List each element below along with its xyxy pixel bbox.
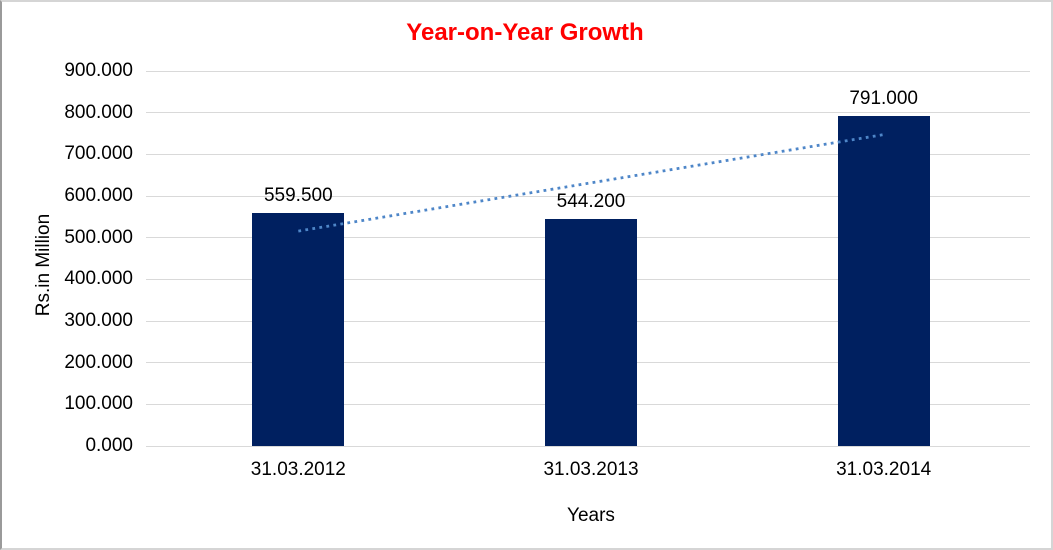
y-tick-label: 700.000 bbox=[64, 143, 133, 165]
y-tick-label: 200.000 bbox=[64, 351, 133, 373]
bar bbox=[545, 219, 637, 446]
gridline bbox=[146, 70, 1030, 72]
y-tick-label: 800.000 bbox=[64, 101, 133, 123]
y-tick-label: 100.000 bbox=[64, 393, 133, 415]
y-tick-label: 0.000 bbox=[85, 435, 133, 456]
gridline bbox=[146, 445, 1030, 447]
bar-value-label: 791.000 bbox=[849, 88, 918, 110]
bar bbox=[837, 116, 930, 446]
gridline bbox=[146, 112, 1030, 114]
x-tick-label: 31.03.2013 bbox=[543, 459, 639, 480]
bar-value-label: 559.500 bbox=[263, 184, 333, 206]
x-tick-label: 31.03.2012 bbox=[250, 459, 346, 480]
chart-title: Year-on-Year Growth bbox=[406, 19, 644, 46]
y-tick-label: 900.000 bbox=[64, 60, 133, 81]
y-tick-label: 600.000 bbox=[64, 185, 133, 206]
y-tick-label: 500.000 bbox=[64, 226, 133, 248]
y-tick-label: 300.000 bbox=[64, 310, 133, 331]
y-tick-label: 400.000 bbox=[64, 268, 133, 290]
bar bbox=[252, 212, 345, 446]
bar-value-label: 544.200 bbox=[556, 191, 626, 213]
x-tick-label: 31.03.2014 bbox=[836, 459, 932, 480]
x-axis-title: Years bbox=[567, 505, 615, 526]
